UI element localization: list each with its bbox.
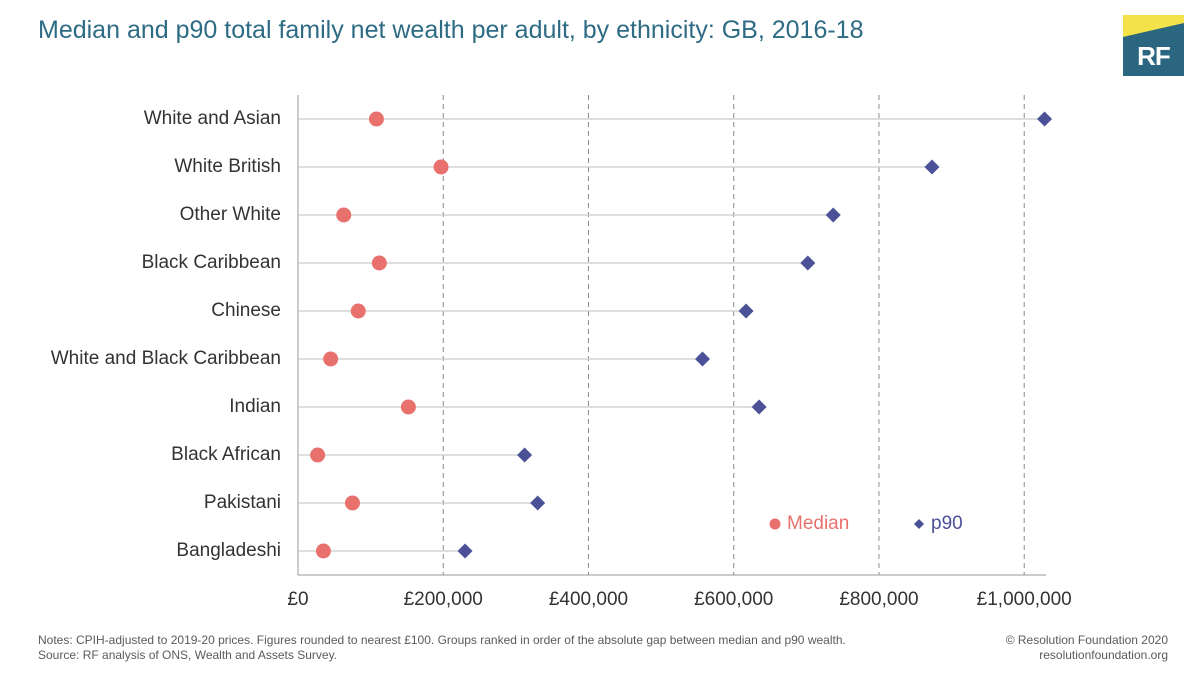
p90-point-4 — [738, 303, 754, 319]
median-point-7 — [310, 447, 326, 463]
median-point-3 — [371, 255, 387, 271]
rf-logo: RF — [1123, 15, 1184, 76]
p90-point-6 — [751, 399, 767, 415]
p90-point-7 — [517, 447, 533, 463]
category-label-9: Bangladeshi — [176, 540, 281, 561]
median-point-4 — [350, 303, 366, 319]
median-point-6 — [400, 399, 416, 415]
category-label-8: Pakistani — [204, 492, 281, 513]
dot-plot-chart: £0 £200,000 £400,000 £600,000 £800,000 £1,000… — [51, 95, 1072, 610]
category-label-0: White and Asian — [144, 108, 281, 129]
p90-point-5 — [695, 351, 711, 367]
p90-point-8 — [530, 495, 546, 511]
x-tick-label-5: £1,000,000 — [977, 589, 1072, 610]
median-point-1 — [433, 159, 449, 175]
median-point-5 — [323, 351, 339, 367]
category-label-5: White and Black Caribbean — [51, 348, 281, 369]
category-label-7: Black African — [171, 444, 281, 465]
x-tick-label-0: £0 — [287, 589, 308, 610]
p90-point-3 — [800, 255, 816, 271]
category-label-2: Other White — [180, 204, 281, 225]
x-tick-label-3: £600,000 — [694, 589, 773, 610]
logo-text: RF — [1137, 41, 1171, 71]
category-label-6: Indian — [229, 396, 281, 417]
chart-title: Median and p90 total family net wealth p… — [38, 16, 864, 44]
legend-p90-marker — [914, 519, 924, 529]
median-point-8 — [344, 495, 360, 511]
p90-point-0 — [1037, 111, 1053, 127]
median-point-0 — [368, 111, 384, 127]
x-tick-label-2: £400,000 — [549, 589, 628, 610]
footer-notes-block: Notes: CPIH-adjusted to 2019-20 prices. … — [38, 633, 846, 663]
x-tick-label-4: £800,000 — [839, 589, 918, 610]
median-point-9 — [315, 543, 331, 559]
legend-p90-label: p90 — [931, 513, 963, 534]
legend-median-label: Median — [787, 513, 849, 534]
p90-point-1 — [924, 159, 940, 175]
footer-copyright: © Resolution Foundation 2020 — [1005, 633, 1168, 647]
category-label-4: Chinese — [211, 300, 281, 321]
footer-website: resolutionfoundation.org — [1039, 648, 1168, 662]
logo-accent-icon — [1123, 15, 1184, 37]
category-label-3: Black Caribbean — [142, 252, 281, 273]
median-point-2 — [336, 207, 352, 223]
p90-point-2 — [825, 207, 841, 223]
p90-point-9 — [457, 543, 473, 559]
footer-credits-block: © Resolution Foundation 2020 resolutionf… — [1006, 633, 1168, 663]
legend-median-marker — [769, 518, 781, 530]
x-tick-label-1: £200,000 — [404, 589, 483, 610]
footer-notes: Notes: CPIH-adjusted to 2019-20 prices. … — [38, 633, 846, 647]
footer-source: Source: RF analysis of ONS, Wealth and A… — [38, 648, 338, 662]
category-label-1: White British — [174, 156, 281, 177]
